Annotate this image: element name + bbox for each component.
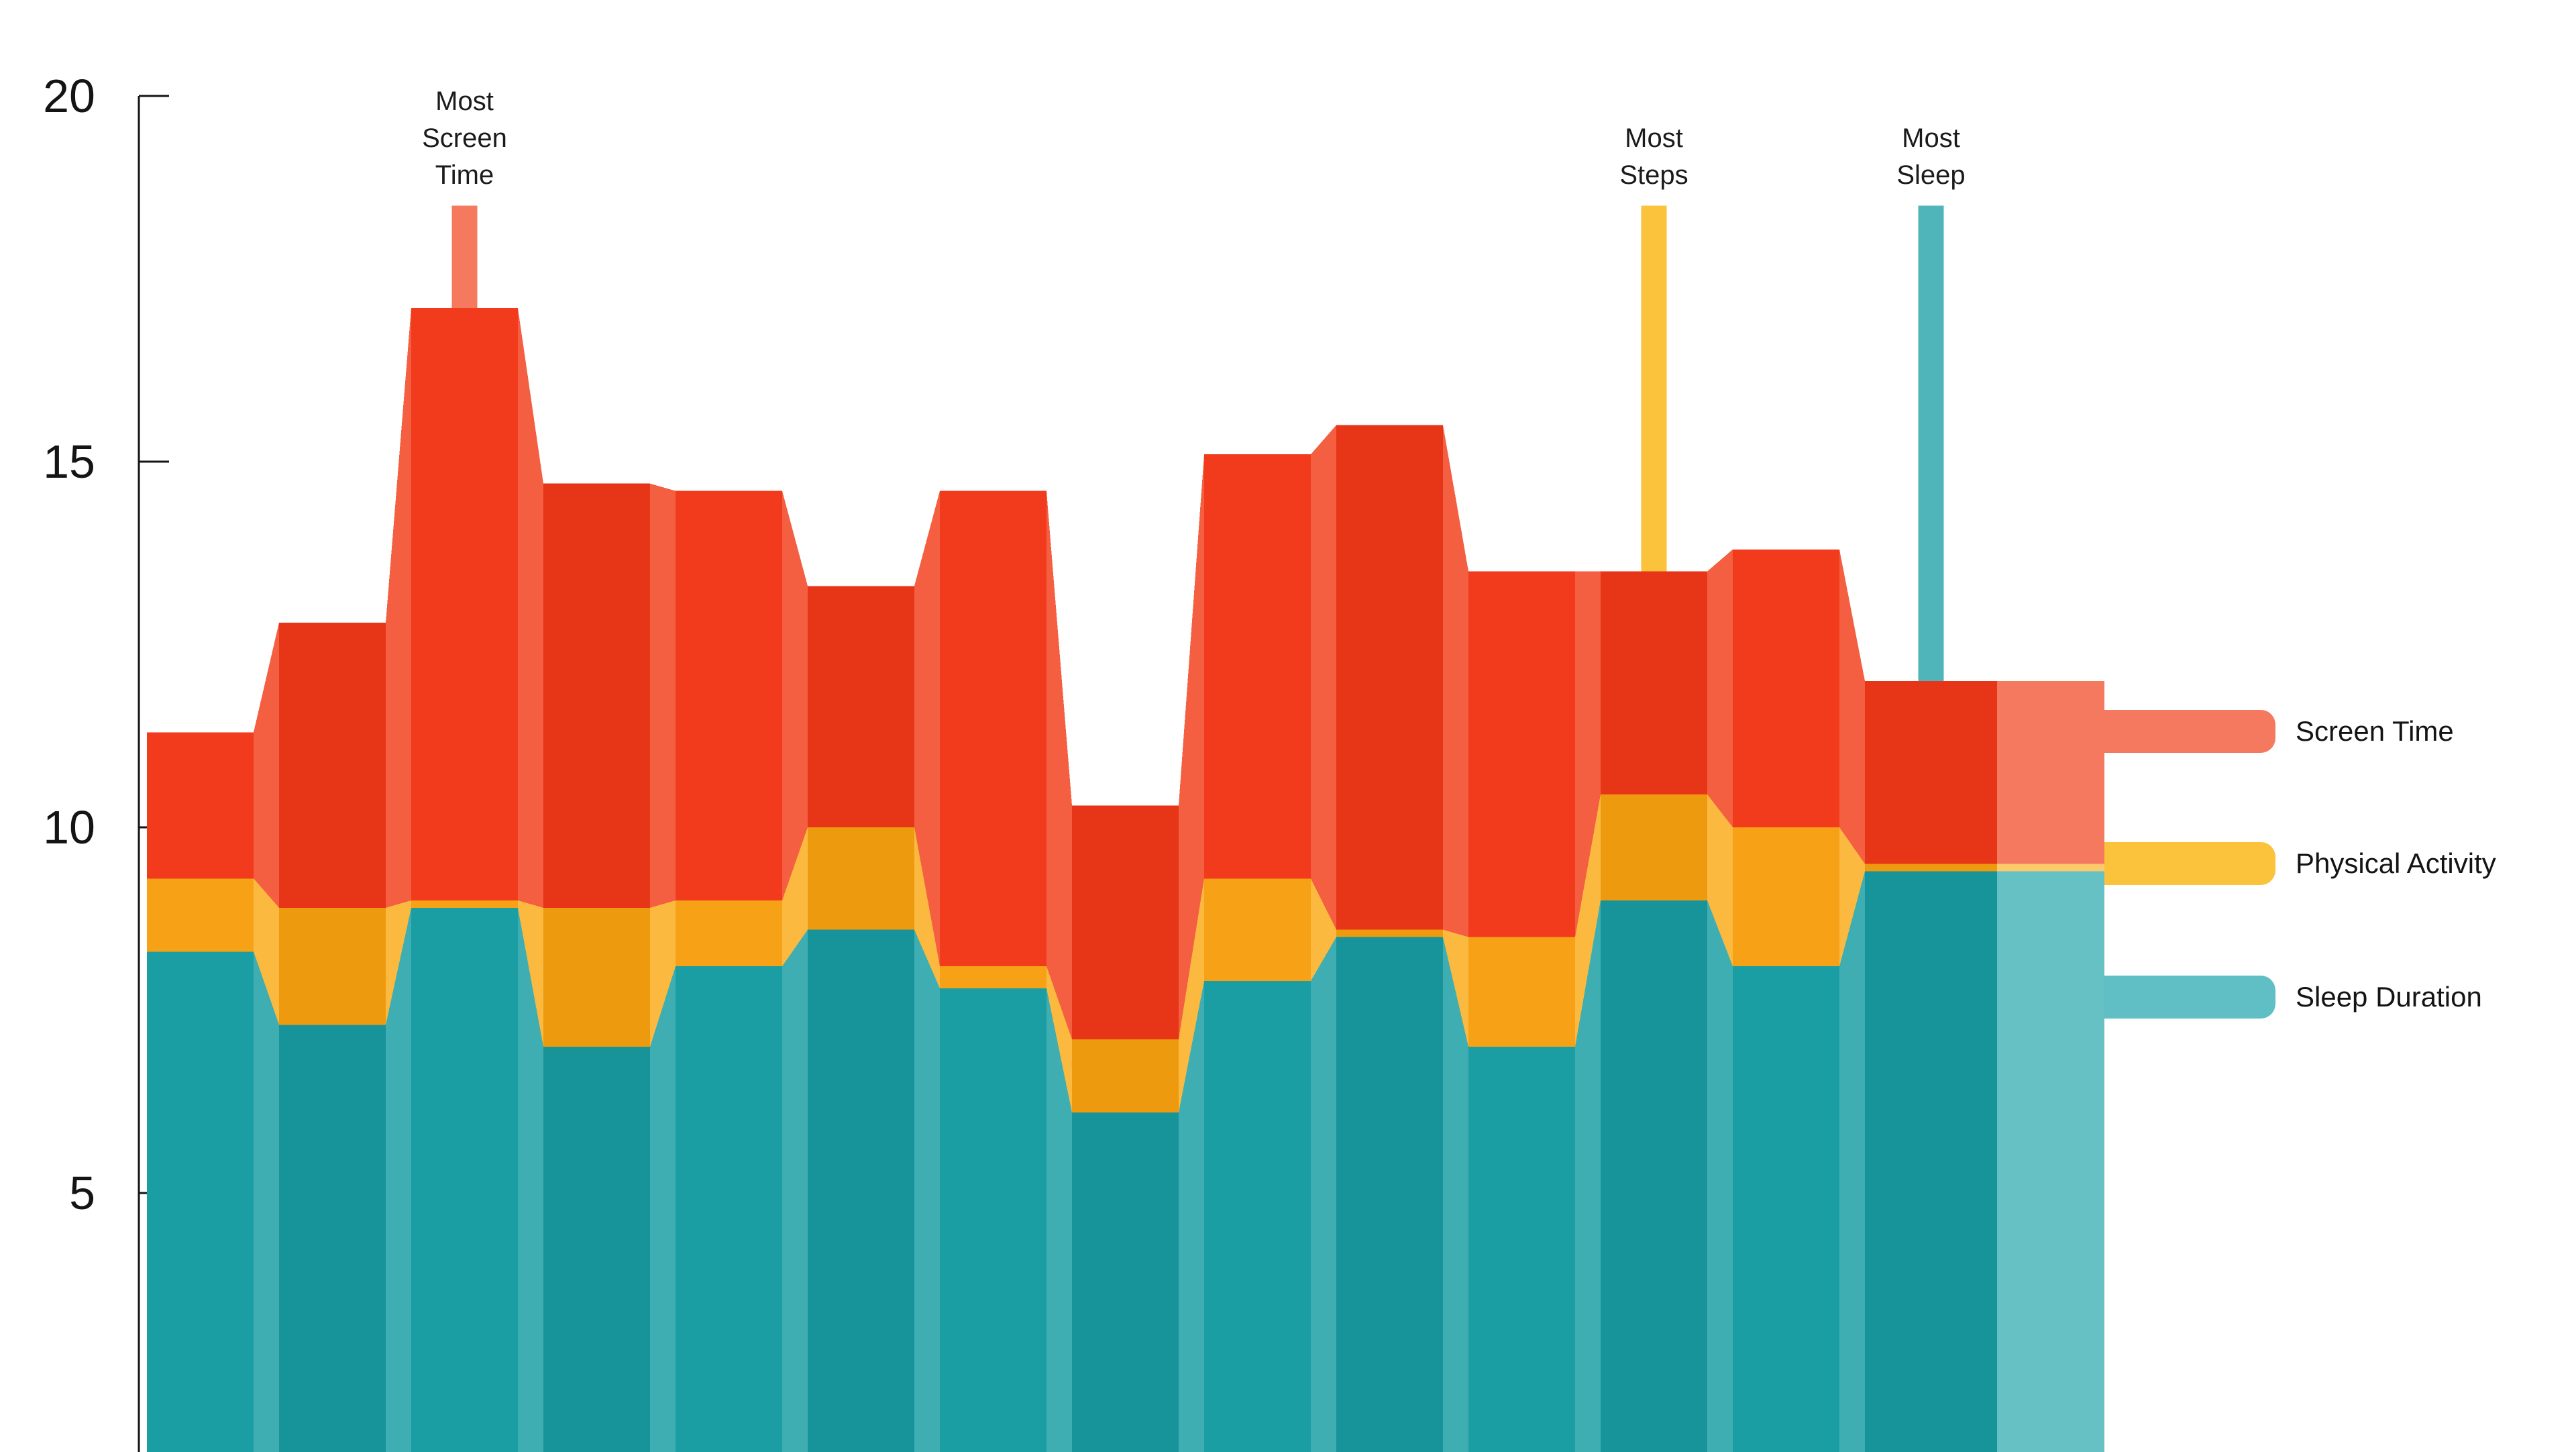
annotation-most-steps: Most Steps: [1619, 123, 1688, 190]
y-axis-tick-label: 15: [43, 435, 95, 488]
y-axis-tick-label: 10: [43, 801, 95, 853]
legend-swatch-screen-time: [2104, 710, 2275, 753]
legend-label-sleep-duration: Sleep Duration: [2296, 981, 2482, 1013]
annotation-most-sleep: Most Sleep: [1896, 123, 1966, 190]
y-axis-tick-label: 5: [69, 1167, 95, 1219]
legend-swatch-physical-activity: [2104, 842, 2275, 885]
annotation-most-screen-time: Most Screen Time: [422, 86, 507, 190]
legend-swatch-sleep-duration: [2104, 976, 2275, 1019]
legend-label-physical-activity: Physical Activity: [2296, 847, 2496, 879]
legend-label-screen-time: Screen Time: [2296, 715, 2454, 747]
y-axis-tick-label: 20: [43, 70, 95, 122]
